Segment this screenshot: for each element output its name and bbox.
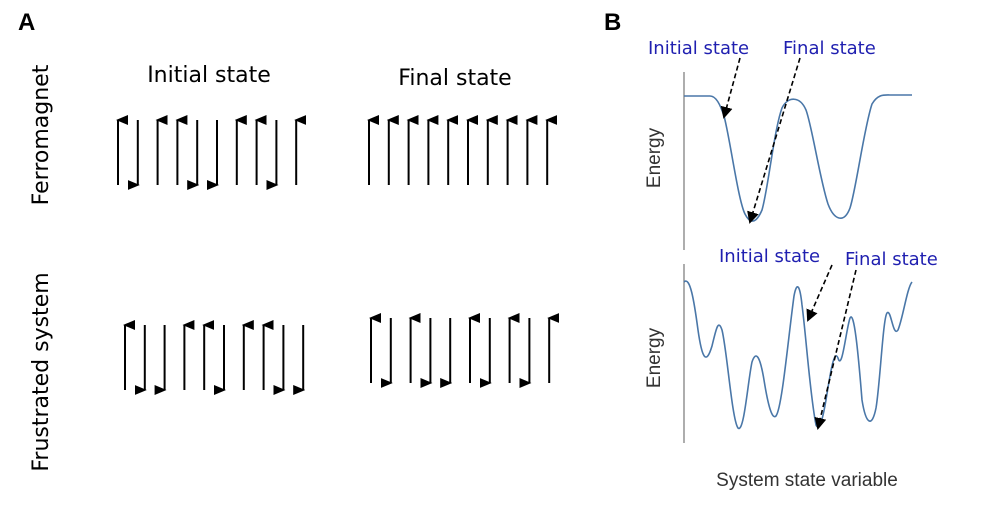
bottom-final-state-label: Final state [845, 249, 938, 270]
top-initial-state-label: Initial state [648, 38, 749, 59]
panel-b-letter: B [604, 9, 621, 36]
panel-a: A Initial state Final state Ferromagnet … [18, 9, 560, 472]
bottom-initial-state-label: Initial state [719, 246, 820, 267]
top-final-state-pointer [747, 57, 801, 224]
top-final-state-label: Final state [783, 38, 876, 59]
spin-row-frustrated-final [369, 313, 560, 388]
spin-row-frustrated-initial [123, 320, 306, 395]
top-y-axis-label: Energy [644, 127, 665, 188]
spin-row-ferromagnet-initial [116, 115, 307, 190]
column-title-initial: Initial state [147, 63, 271, 88]
bottom-final-state-pointer [814, 269, 857, 430]
row-label-frustrated-system: Frustrated system [29, 272, 54, 471]
column-title-final: Final state [398, 66, 511, 91]
bottom-energy-curve [683, 280, 913, 429]
panel-a-letter: A [18, 9, 35, 36]
spin-row-ferromagnet-final [367, 115, 558, 185]
x-axis-label: System state variable [716, 470, 898, 491]
bottom-y-axis-label: Energy [644, 327, 665, 388]
top-energy-curve [684, 94, 912, 222]
panel-b: B Energy Initial state Final state Energ… [604, 9, 938, 491]
top-initial-state-pointer [720, 57, 741, 119]
bottom-initial-state-pointer [806, 264, 833, 322]
row-label-ferromagnet: Ferromagnet [29, 64, 54, 205]
